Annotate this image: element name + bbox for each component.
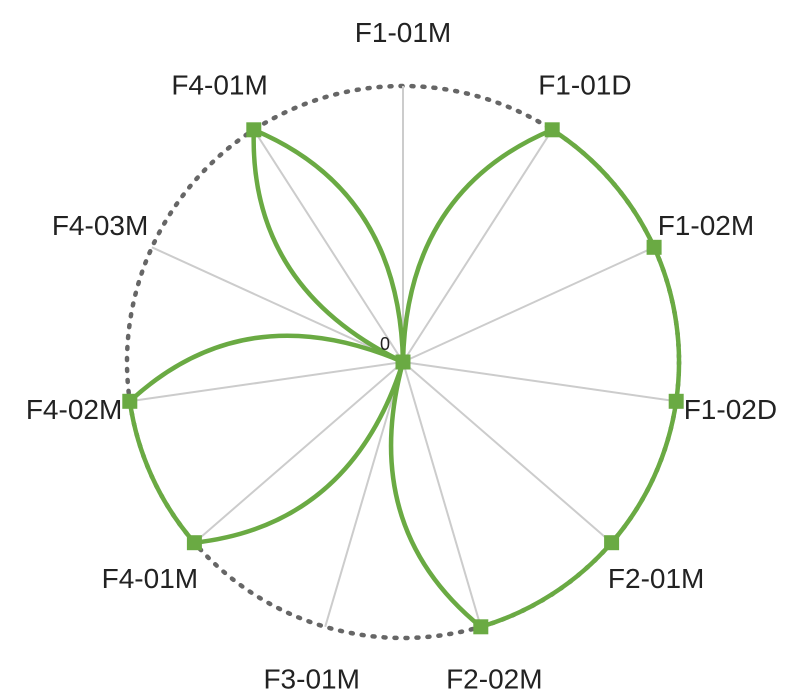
series-0-segment-2: [651, 245, 682, 404]
series-0-point-8: [122, 393, 138, 409]
axis-label-4: F2-01M: [608, 563, 704, 594]
spoke-9: [151, 246, 404, 363]
center-value-label: 0: [380, 334, 390, 354]
series-0-point-2: [646, 239, 662, 255]
axis-label-0: F1-01M: [355, 17, 451, 48]
series-0-point-10: [246, 122, 262, 138]
spoke-1: [402, 129, 554, 363]
series-0-point-4: [604, 535, 620, 551]
spoke-4: [402, 361, 613, 544]
spoke-5: [402, 361, 482, 628]
series-0-segment-4: [478, 540, 614, 630]
spoke-8: [129, 361, 404, 403]
series-0-segment-9: [251, 127, 406, 365]
spoke-6: [324, 361, 404, 628]
axis-label-8: F4-02M: [26, 394, 122, 425]
spoke-2: [402, 246, 655, 363]
spoke-10: [252, 129, 404, 363]
axis-label-9: F4-03M: [52, 210, 148, 241]
series-0-segment-1: [549, 127, 657, 250]
axis-label-3: F1-02D: [684, 394, 777, 425]
spoke-layer: [129, 86, 677, 628]
series-0-segment-8: [127, 333, 406, 404]
axis-label-10: F4-01M: [171, 69, 267, 100]
series-0-segment-6: [192, 359, 406, 545]
series-0: [122, 122, 684, 635]
axis-label-2: F1-02M: [658, 210, 754, 241]
series-0-segment-7: [127, 399, 197, 545]
series-0-point-9: [395, 354, 411, 370]
series-0-segment-0: [400, 127, 555, 365]
axis-label-5: F2-02M: [446, 664, 542, 695]
axis-label-6: F3-01M: [263, 664, 359, 695]
spoke-3: [402, 361, 677, 403]
series-0-segment-3: [609, 399, 679, 545]
axis-label-layer: F1-01M F1-01D F1-02M F1-02D F2-01M F2-02M F3-0…: [26, 17, 777, 695]
series-0-point-5: [473, 619, 489, 635]
series-0-segment-10: [251, 127, 406, 365]
series-0-point-1: [544, 122, 560, 138]
spoke-7: [193, 361, 404, 544]
series-0-point-7: [186, 535, 202, 551]
series-0-point-3: [668, 393, 684, 409]
axis-label-7: F4-01M: [102, 563, 198, 594]
series-0-segment-5: [388, 359, 484, 630]
series-layer: [122, 122, 684, 635]
axis-label-1: F1-01D: [538, 69, 631, 100]
